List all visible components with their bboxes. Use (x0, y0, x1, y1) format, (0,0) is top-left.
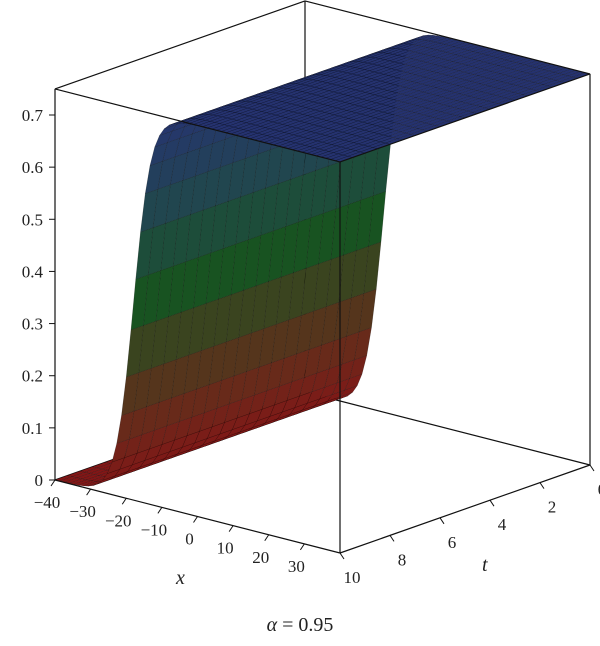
t-tick-label: 10 (344, 568, 361, 587)
x-tick-label: 0 (185, 530, 194, 549)
x-tick-label: −10 (141, 520, 168, 539)
t-tick-label: 0 (598, 480, 600, 499)
x-tick-mark (50, 479, 56, 487)
box-edge (54, 88, 341, 163)
alpha-symbol: α (266, 614, 278, 636)
box-edge (54, 0, 306, 90)
t-tick-label: 8 (398, 550, 407, 569)
z-tick-label: 0.3 (22, 315, 43, 334)
z-tick-label: 0.1 (22, 419, 43, 438)
z-tick-label: 0.4 (22, 262, 44, 281)
x-tick-mark (157, 507, 163, 514)
z-tick-label: 0 (35, 471, 44, 490)
z-tick-label: 0.7 (22, 106, 44, 125)
x-tick-mark (228, 525, 234, 532)
alpha-caption: α = 0.95 (0, 614, 600, 637)
t-axis-label: t (482, 554, 488, 576)
x-tick-mark (86, 488, 92, 496)
box-edge (339, 464, 591, 554)
x-tick-label: −20 (105, 511, 132, 530)
x-tick-mark (121, 497, 127, 505)
box-edge (304, 0, 591, 75)
t-tick-mark (439, 517, 445, 525)
t-tick-mark (589, 464, 595, 472)
alpha-value: = 0.95 (277, 614, 334, 636)
t-tick-mark (539, 482, 545, 489)
t-tick-mark (339, 552, 345, 560)
x-tick-label: 30 (288, 557, 305, 576)
x-tick-mark (264, 534, 270, 542)
x-tick-label: 10 (217, 539, 234, 558)
x-tick-label: −40 (34, 493, 61, 512)
box-edge (339, 73, 591, 163)
z-tick-label: 0.2 (22, 367, 43, 386)
t-tick-label: 4 (498, 515, 507, 534)
t-tick-mark (389, 535, 395, 542)
x-tick-label: −30 (69, 502, 96, 521)
x-tick-label: 20 (252, 548, 269, 567)
t-tick-mark (489, 499, 495, 507)
box-edge (304, 391, 591, 466)
x-tick-mark (299, 543, 305, 551)
x-axis-label: x (175, 567, 185, 589)
t-tick-label: 6 (448, 533, 457, 552)
tick-labels: 00.10.20.30.40.50.60.7−40 −30 −20 −10 0 10 20 3… (22, 106, 600, 587)
z-tick-label: 0.6 (22, 158, 43, 177)
surface-mesh (54, 34, 591, 487)
t-tick-label: 2 (548, 498, 557, 517)
x-tick-mark (193, 516, 198, 523)
z-tick-label: 0.5 (22, 210, 43, 229)
